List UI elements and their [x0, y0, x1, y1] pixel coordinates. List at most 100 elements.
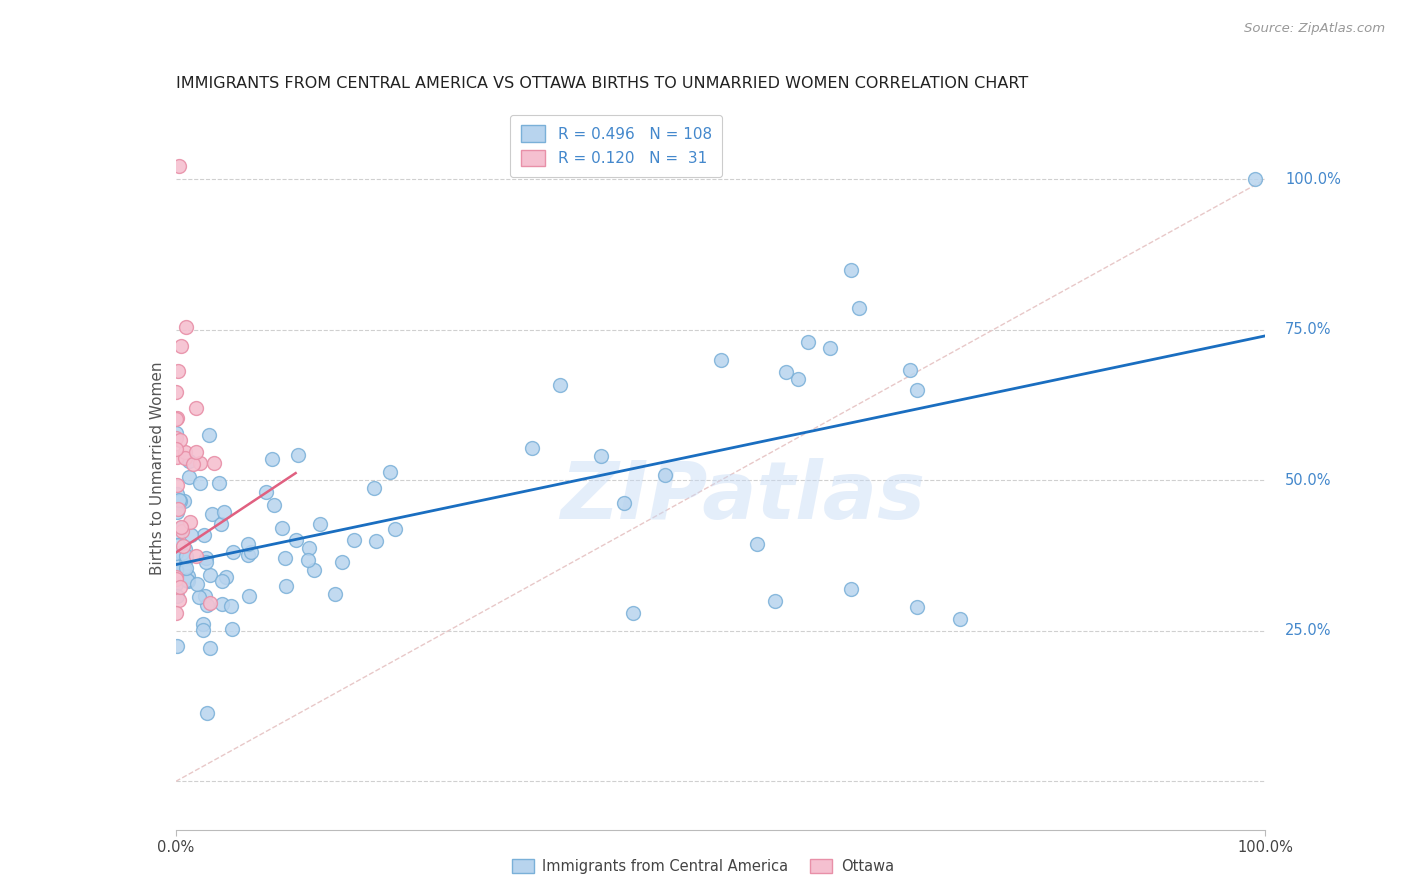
Point [276, 579, 298, 593]
Point [165, 606, 187, 620]
Point [654, 468, 676, 483]
Point [170, 520, 193, 534]
Point [343, 533, 366, 548]
Point [202, 456, 225, 470]
Point [195, 706, 218, 720]
Point [302, 563, 325, 577]
Point [167, 502, 190, 516]
Point [384, 523, 406, 537]
Point [330, 555, 353, 569]
Point [298, 541, 321, 555]
Point [176, 574, 198, 588]
Point [287, 449, 309, 463]
Point [380, 466, 402, 480]
Point [174, 552, 197, 566]
Point [209, 517, 232, 532]
Text: 25.0%: 25.0% [1285, 624, 1331, 639]
Point [363, 481, 385, 495]
Point [172, 539, 194, 553]
Point [591, 450, 613, 464]
Point [184, 445, 207, 459]
Point [775, 365, 797, 379]
Point [211, 597, 233, 611]
Point [167, 592, 190, 607]
Point [191, 616, 214, 631]
Point [214, 505, 236, 519]
Point [263, 499, 285, 513]
Point [172, 524, 194, 539]
Point [166, 364, 188, 378]
Point [177, 574, 200, 589]
Point [165, 551, 187, 566]
Point [613, 496, 636, 510]
Point [174, 549, 197, 563]
Point [166, 640, 188, 654]
Point [165, 572, 187, 586]
Point [219, 599, 242, 614]
Point [167, 492, 190, 507]
Point [165, 577, 187, 591]
Point [170, 339, 193, 353]
Point [180, 527, 202, 541]
Point [710, 353, 733, 368]
Point [173, 493, 195, 508]
Point [165, 425, 187, 440]
Point [260, 451, 283, 466]
Point [238, 590, 260, 604]
Point [165, 563, 187, 577]
Point [179, 515, 201, 529]
Point [297, 553, 319, 567]
Point [198, 640, 221, 655]
Point [190, 475, 212, 490]
Point [173, 450, 195, 465]
Point [215, 570, 238, 584]
Point [173, 445, 195, 459]
Point [238, 537, 260, 551]
Point [166, 487, 188, 501]
Text: IMMIGRANTS FROM CENTRAL AMERICA VS OTTAWA BIRTHS TO UNMARRIED WOMEN CORRELATION : IMMIGRANTS FROM CENTRAL AMERICA VS OTTAW… [176, 76, 1028, 91]
Text: 75.0%: 75.0% [1285, 322, 1331, 337]
Point [165, 385, 187, 400]
Point [169, 494, 191, 508]
Point [174, 561, 197, 575]
Point [254, 484, 277, 499]
Point [170, 546, 193, 560]
Point [548, 378, 571, 392]
Point [271, 521, 294, 535]
Point [240, 544, 263, 558]
Point [325, 587, 347, 601]
Point [796, 334, 818, 349]
Point [166, 495, 188, 509]
Point [173, 560, 195, 574]
Point [166, 589, 188, 603]
Point [165, 412, 187, 426]
Point [200, 596, 222, 610]
Point [787, 372, 810, 386]
Point [188, 456, 211, 470]
Point [179, 470, 201, 484]
Point [221, 622, 243, 636]
Point [166, 524, 188, 539]
Point [198, 568, 221, 582]
Point [195, 598, 218, 612]
Point [309, 517, 332, 532]
Point [165, 570, 187, 584]
Point [176, 569, 198, 583]
Point [194, 551, 217, 566]
Point [187, 591, 209, 605]
Point [184, 549, 207, 563]
Point [177, 454, 200, 468]
Text: 100.0%: 100.0% [1285, 172, 1341, 186]
Point [173, 542, 195, 557]
Point [201, 507, 224, 521]
Point [274, 551, 297, 566]
Point [167, 538, 190, 552]
Point [169, 433, 191, 447]
Point [364, 533, 387, 548]
Point [169, 159, 191, 173]
Text: ZIPatlas: ZIPatlas [560, 458, 925, 536]
Legend: R = 0.496   N = 108, R = 0.120   N =  31: R = 0.496 N = 108, R = 0.120 N = 31 [510, 115, 723, 177]
Point [165, 431, 187, 445]
Point [222, 545, 245, 559]
Point [193, 527, 215, 541]
